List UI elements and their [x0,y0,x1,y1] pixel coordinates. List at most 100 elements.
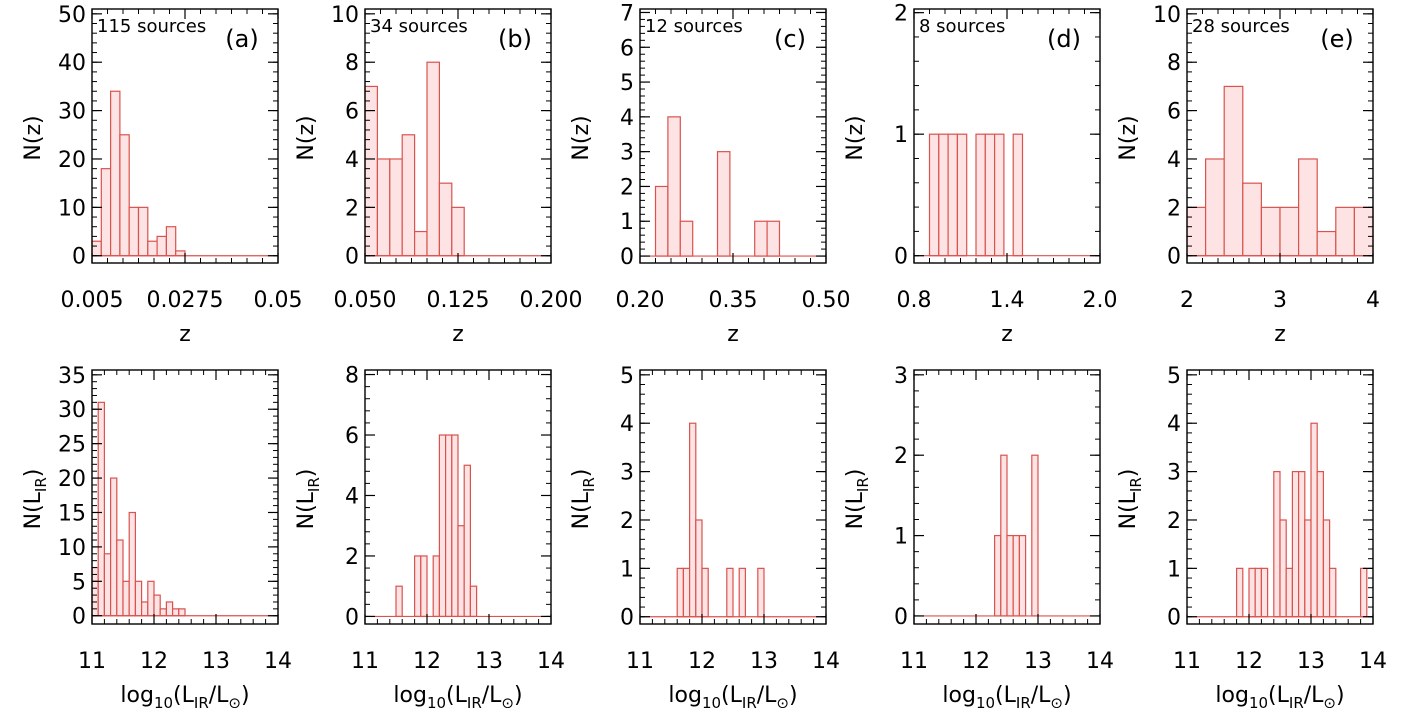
panel-letter: (d) [1047,25,1081,53]
y-tick-label: 8 [345,364,359,389]
y-tick-label: 5 [72,570,86,595]
y-tick-label: 2 [620,509,634,534]
histogram-bar [667,116,681,257]
histogram-bar [153,594,161,617]
x-tick-label: 2.0 [1083,288,1118,313]
y-tick-label: 6 [1167,100,1181,125]
y-tick-label: 10 [331,3,359,28]
histogram-bar [414,555,422,618]
y-tick-label: 6 [345,100,359,125]
x-tick-label: 3 [1273,288,1287,313]
histogram-bar [395,585,403,618]
y-tick-label: 5 [1167,364,1181,389]
histogram-bar [116,539,124,617]
x-tick-label: 11 [351,649,379,674]
histogram-bar [1242,182,1263,257]
axes-frame [639,369,827,625]
x-tick-label: 14 [812,649,840,674]
y-tick-label: 10 [1153,3,1181,28]
y-tick-label: 0 [72,245,86,270]
x-tick-label: 0.125 [427,288,490,313]
y-tick-label: 4 [1167,412,1181,437]
y-tick-label: 2 [894,444,908,469]
y-tick-label: 5 [620,71,634,96]
y-tick-label: 25 [58,433,86,458]
y-tick-label: 2 [894,2,908,27]
histogram-bar [178,608,186,617]
histogram-bar [1012,133,1024,257]
histogram-bar [1273,471,1281,618]
panel-z-a: 0 10 20 30 40 50 0.005 0.0275 0.05 z N(z) 115 sourc… [21,3,302,347]
histogram-bar [128,511,136,617]
histogram-bar [1353,206,1374,257]
histogram-bar [451,434,459,618]
y-tick-label: 40 [58,51,86,76]
histogram-bar [993,133,1005,257]
histogram-bar [1018,534,1027,617]
y-tick-label: 0 [1167,245,1181,270]
x-tick-label: 0.50 [802,288,851,313]
y-axis-label: N(z) [21,115,46,160]
histogram-bar [147,240,158,257]
histogram-bar [376,158,391,257]
histogram-bar [1304,519,1312,618]
x-tick-label: 13 [475,649,503,674]
axes-frame [364,369,552,625]
histogram-bar [1000,454,1008,617]
y-tick-label: 15 [58,501,86,526]
histogram-bar [1291,471,1300,618]
histogram-bar [119,134,130,257]
histogram-bar [938,133,949,257]
panel-letter: (b) [498,25,532,53]
histogram-bar [141,601,149,617]
histogram-bar [463,464,472,618]
y-tick-label: 1 [620,557,634,582]
x-tick-label: 1.4 [990,288,1025,313]
histogram-bar [754,220,768,257]
histogram-bar [1260,206,1281,257]
histogram-bar [109,90,121,257]
y-tick-label: 30 [58,398,86,423]
y-tick-label: 0 [894,245,908,270]
x-tick-label: 13 [202,649,230,674]
y-tick-label: 10 [58,196,86,221]
y-axis-label: N(LIR) [843,469,872,530]
histogram-bar [701,567,709,618]
y-tick-label: 6 [620,36,634,61]
x-tick-label: 14 [537,649,565,674]
histogram-bar [103,553,112,617]
histogram-bar [1235,567,1244,618]
axes-frame [913,369,1101,625]
y-tick-label: 0 [345,605,359,630]
axes-frame [1186,369,1374,625]
x-tick-label: 0.005 [61,288,124,313]
histogram-bar [1322,519,1331,618]
histogram-bar [1310,422,1318,618]
y-axis-label: N(LIR) [1116,469,1145,530]
histogram-bar [654,185,669,257]
histogram-bar [993,534,1002,617]
histogram-bar [109,477,118,617]
x-tick-label: 12 [1235,649,1263,674]
x-axis-label: z [1274,322,1286,347]
histogram-bar [97,401,105,617]
x-tick-label: 0.050 [334,288,397,313]
x-tick-label: 0.05 [254,288,303,313]
panel-letter: (c) [774,25,806,53]
histogram-bar [975,133,986,257]
x-tick-label: 14 [264,649,292,674]
histogram-bar [401,134,416,257]
x-axis-label: z [179,322,191,347]
x-axis-label: log10(LIR/L⊙) [1215,683,1344,708]
histogram-bar [445,434,453,618]
x-tick-label: 2 [1180,288,1194,313]
x-tick-label: 4 [1366,288,1380,313]
y-tick-label: 7 [620,1,634,26]
histogram-bar [695,519,703,618]
x-tick-label: 14 [1086,649,1114,674]
histogram-bar [766,220,781,257]
histogram-bar [172,608,180,617]
